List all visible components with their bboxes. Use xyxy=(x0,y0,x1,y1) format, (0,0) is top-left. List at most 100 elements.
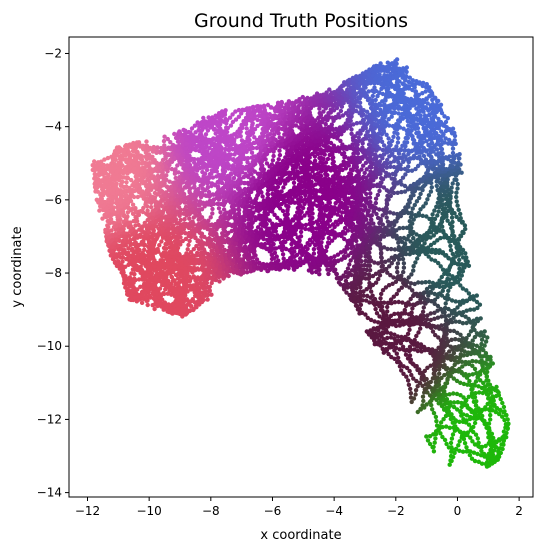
trajectory-point xyxy=(408,281,414,286)
trajectory-point xyxy=(400,175,406,180)
trajectory-point xyxy=(403,303,409,309)
trajectory-point xyxy=(316,115,322,120)
trajectory-point xyxy=(385,335,390,341)
trajectory-point xyxy=(98,168,103,173)
trajectory-point xyxy=(459,273,464,278)
trajectory-point xyxy=(230,204,236,209)
trajectory-point xyxy=(114,169,120,175)
trajectory-point xyxy=(257,261,262,266)
trajectory-point xyxy=(455,400,460,405)
trajectory-point xyxy=(361,163,366,168)
trajectory-point xyxy=(322,152,327,157)
trajectory-point xyxy=(311,251,317,256)
trajectory-point xyxy=(499,442,504,447)
trajectory-point xyxy=(169,275,175,280)
trajectory-point xyxy=(101,168,107,173)
trajectory-point xyxy=(443,301,448,306)
trajectory-point xyxy=(454,177,459,183)
trajectory-point xyxy=(380,288,386,293)
trajectory-point xyxy=(450,146,456,151)
trajectory-point xyxy=(442,437,448,443)
trajectory-point xyxy=(384,215,389,220)
trajectory-point xyxy=(403,172,408,177)
trajectory-point xyxy=(453,337,458,342)
trajectory-point xyxy=(119,156,124,161)
trajectory-point xyxy=(92,171,98,177)
trajectory-point xyxy=(372,260,377,265)
trajectory-point xyxy=(256,208,261,214)
trajectory-point xyxy=(430,407,435,412)
trajectory-point xyxy=(395,140,401,145)
trajectory-point xyxy=(436,116,441,122)
trajectory-point xyxy=(108,253,114,258)
trajectory-point xyxy=(124,184,129,189)
trajectory-point xyxy=(438,431,443,436)
trajectory-point xyxy=(373,306,378,312)
trajectory-point xyxy=(385,193,390,199)
trajectory-point xyxy=(157,243,162,248)
trajectory-point xyxy=(459,359,465,364)
trajectory-point xyxy=(345,228,351,233)
trajectory-point xyxy=(221,207,227,212)
trajectory-point xyxy=(236,219,241,225)
trajectory-point xyxy=(440,288,445,293)
trajectory-point xyxy=(424,376,429,382)
trajectory-point xyxy=(405,331,411,336)
trajectory-point xyxy=(406,151,411,157)
trajectory-point xyxy=(176,170,181,175)
trajectory-point xyxy=(395,135,401,141)
trajectory-point xyxy=(122,278,127,283)
trajectory-point xyxy=(442,114,447,119)
trajectory-point xyxy=(434,419,439,424)
trajectory-point xyxy=(101,162,106,168)
trajectory-point xyxy=(447,137,452,143)
trajectory-point xyxy=(438,235,443,241)
trajectory-point xyxy=(236,206,241,212)
trajectory-point xyxy=(424,286,430,292)
trajectory-point xyxy=(463,226,468,232)
trajectory-point xyxy=(439,274,444,280)
trajectory-point xyxy=(449,215,455,220)
trajectory-point xyxy=(497,411,502,417)
trajectory-point xyxy=(406,164,411,169)
trajectory-point xyxy=(455,186,460,191)
trajectory-point xyxy=(436,126,441,131)
trajectory-point xyxy=(378,296,383,301)
trajectory-point xyxy=(457,299,462,305)
trajectory-point xyxy=(331,108,337,113)
trajectory-point xyxy=(424,434,429,439)
trajectory-point xyxy=(172,131,177,137)
trajectory-point xyxy=(108,248,114,254)
trajectory-point xyxy=(265,102,271,108)
trajectory-point xyxy=(461,230,466,236)
trajectory-point xyxy=(139,154,145,159)
trajectory-point xyxy=(239,138,245,143)
trajectory-point xyxy=(249,150,255,155)
trajectory-point xyxy=(437,278,442,283)
trajectory-point xyxy=(400,300,405,305)
trajectory-point xyxy=(270,158,276,163)
trajectory-point xyxy=(453,141,458,146)
trajectory-point xyxy=(242,244,248,249)
trajectory-point xyxy=(411,302,416,307)
trajectory-point xyxy=(92,176,97,181)
trajectory-point xyxy=(428,242,434,248)
trajectory-point xyxy=(418,342,424,347)
trajectory-point xyxy=(193,235,198,241)
trajectory-point xyxy=(232,207,237,213)
trajectory-point xyxy=(124,180,129,185)
trajectory-point xyxy=(383,259,388,264)
trajectory-point xyxy=(391,147,396,152)
trajectory-point xyxy=(493,409,499,415)
trajectory-point xyxy=(418,300,423,305)
trajectory-point xyxy=(444,424,449,429)
trajectory-point xyxy=(367,300,372,305)
trajectory-point xyxy=(420,213,425,218)
trajectory-point xyxy=(457,356,462,361)
trajectory-point xyxy=(472,366,478,372)
trajectory-point xyxy=(458,211,463,217)
trajectory-point xyxy=(396,240,401,245)
trajectory-point xyxy=(455,181,460,187)
trajectory-point xyxy=(183,231,188,236)
